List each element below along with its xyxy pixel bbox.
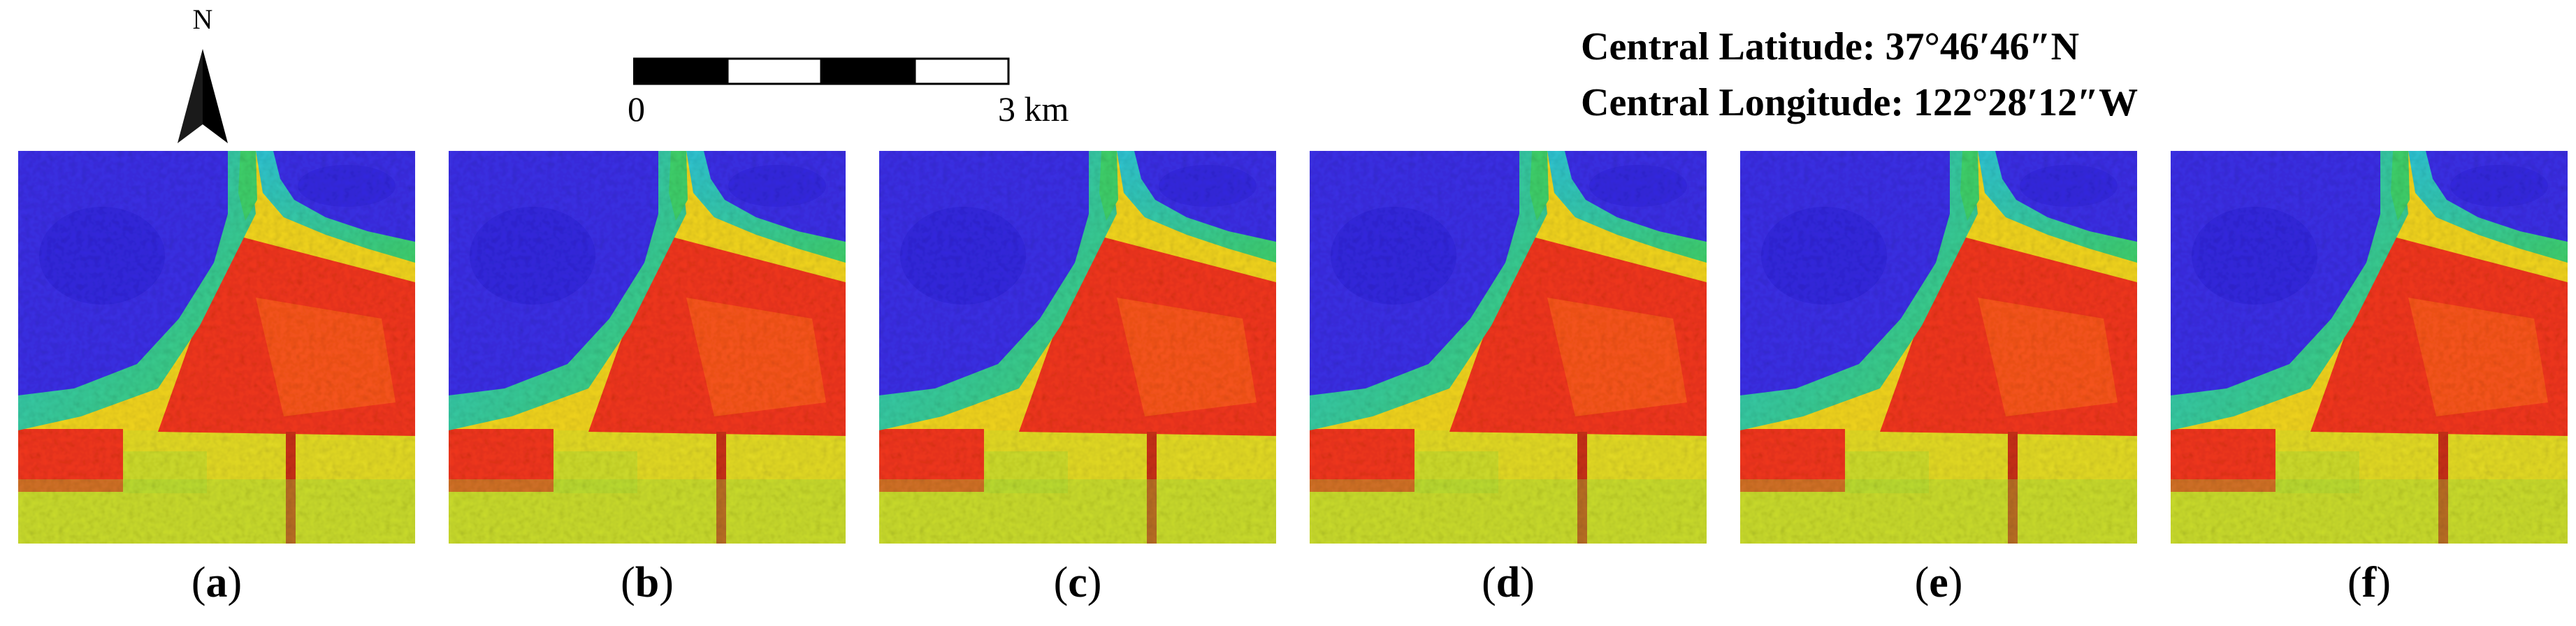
map-panel-f <box>2171 151 2568 544</box>
caption-e-label: e <box>1929 559 1948 606</box>
north-label: N <box>192 3 213 35</box>
caption-c: (c) <box>1053 559 1102 606</box>
caption-e: (e) <box>1914 559 1963 606</box>
caption-a-label: a <box>205 559 228 606</box>
map-image-d <box>1310 151 1707 544</box>
caption-b: (b) <box>621 559 674 606</box>
scale-end-label: 3 km <box>998 89 1069 129</box>
map-image-e <box>1740 151 2137 544</box>
caption-c-label: c <box>1068 559 1087 606</box>
map-panel-e <box>1740 151 2137 544</box>
scale-start-label: 0 <box>628 89 645 129</box>
north-arrow-icon <box>178 49 228 143</box>
scale-bar: 0 3 km <box>628 54 1069 131</box>
caption-f: (f) <box>2347 559 2391 606</box>
caption-d: (d) <box>1482 559 1535 606</box>
map-image-f <box>2171 151 2568 544</box>
map-image-a <box>18 151 415 544</box>
caption-d-label: d <box>1496 559 1521 606</box>
map-panel-a <box>18 151 415 544</box>
map-panel-c <box>879 151 1276 544</box>
map-panel-b <box>449 151 846 544</box>
caption-f-label: f <box>2361 559 2377 606</box>
map-image-b <box>449 151 846 544</box>
caption-a: (a) <box>191 559 243 606</box>
central-longitude-label: Central Longitude: 122°28′12″W <box>1581 81 2139 124</box>
map-image-c <box>879 151 1276 544</box>
scale-bar-graphic <box>633 57 1010 85</box>
caption-b-label: b <box>635 559 660 606</box>
map-panel-d <box>1310 151 1707 544</box>
central-latitude-label: Central Latitude: 37°46′46″N <box>1581 25 2080 68</box>
